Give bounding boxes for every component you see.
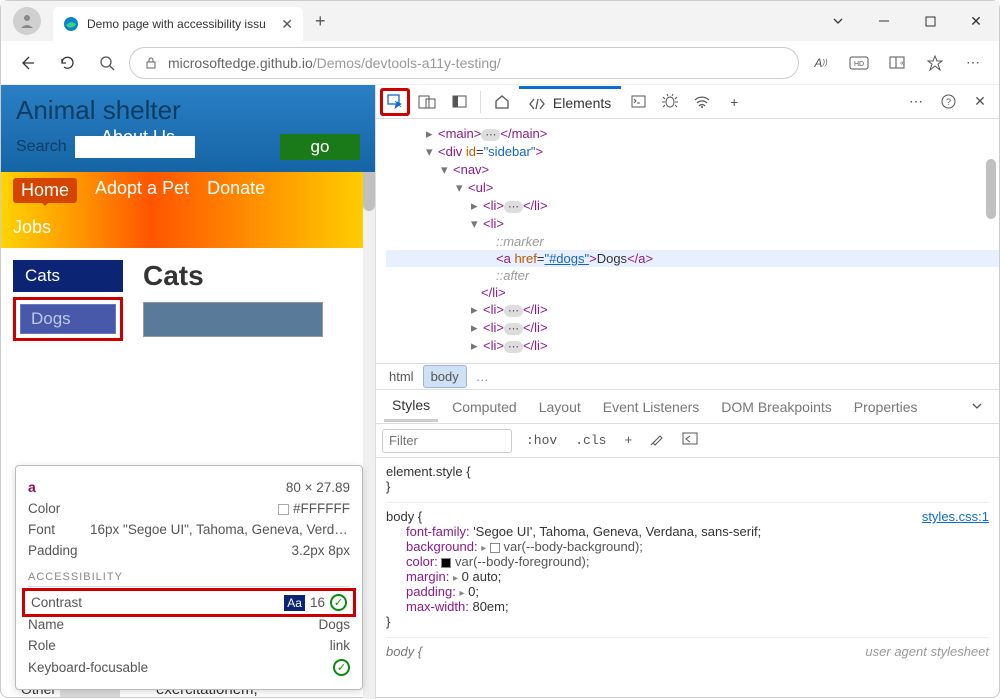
tooltip-color-label: Color [28,501,60,516]
dom-tree[interactable]: ▸<main>⋯</main> ▾<div id="sidebar"> ▾<na… [376,119,999,364]
breadcrumb-more[interactable]: … [469,366,496,387]
nav-jobs[interactable]: Jobs [13,217,363,238]
tooltip-role-label: Role [28,638,56,653]
sidebar-dogs[interactable]: Dogs [20,304,116,334]
tab-close-icon[interactable]: ✕ [281,16,293,33]
tooltip-name-label: Name [28,617,64,632]
styles-tabs: Styles Computed Layout Event Listeners D… [376,390,999,424]
css-source-link[interactable]: styles.css:1 [922,509,989,524]
more-icon[interactable]: ⋯ [955,45,991,81]
tooltip-color-value: #FFFFFF [278,501,350,516]
settings-more-icon[interactable]: ⋯ [901,88,931,116]
tab-events[interactable]: Event Listeners [595,393,708,421]
url-box[interactable]: microsoftedge.github.io/Demos/devtools-a… [129,47,799,79]
computed-panel-icon[interactable] [678,430,702,451]
hov-toggle[interactable]: :hov [522,431,561,450]
search-label: Search [16,138,67,156]
inspect-tooltip: a 80 × 27.89 Color #FFFFFF Font 16px "Se… [15,465,363,690]
dom-scrollbar[interactable] [986,159,996,219]
breadcrumb-html[interactable]: html [382,366,421,387]
tooltip-section: ACCESSIBILITY [28,565,350,587]
help-icon[interactable]: ? [933,88,963,116]
tooltip-contrast-label: Contrast [31,595,82,610]
tooltip-font-label: Font [28,522,55,537]
console-icon[interactable] [623,88,653,116]
image-placeholder [143,302,323,337]
lock-icon [144,56,158,70]
tooltip-keyboard-label: Keyboard-focusable [28,660,148,675]
minimize-button[interactable] [861,1,907,41]
bug-icon[interactable] [655,88,685,116]
read-aloud-icon[interactable]: A)) [803,45,839,81]
tab-dom-breakpoints[interactable]: DOM Breakpoints [713,393,839,421]
back-button[interactable] [9,45,45,81]
tab-title: Demo page with accessibility issu [87,17,273,31]
maximize-button[interactable] [907,1,953,41]
favorite-icon[interactable] [917,45,953,81]
page-scrollbar[interactable] [363,85,375,699]
tooltip-padding-value: 3.2px 8px [291,543,350,558]
svg-text:«: « [900,60,904,67]
tooltip-contrast-value: Aa 16 ✓ [284,594,347,611]
cls-toggle[interactable]: .cls [571,431,610,450]
inspect-tool-icon[interactable] [380,88,410,116]
page-viewport: Animal shelter Search go Home Adopt a Pe… [1,85,376,699]
chevron-down-icon[interactable] [963,393,991,421]
body-selector: body { [386,509,422,524]
dom-breadcrumb[interactable]: html body … [376,364,999,390]
tab-layout[interactable]: Layout [531,393,589,421]
devtools-panel: Elements + ⋯ ? ✕ ▸<main>⋯</main> ▾<div i… [376,85,999,699]
new-tab-button[interactable]: + [303,11,338,32]
nav-about[interactable]: About Us [101,127,175,148]
breadcrumb-body[interactable]: body [423,365,467,388]
devtools-close-icon[interactable]: ✕ [965,88,995,116]
cats-heading: Cats [143,260,323,292]
profile-icon[interactable] [13,7,41,35]
tooltip-element: a [28,479,36,495]
panel-icon[interactable] [444,88,474,116]
ua-stylesheet-label: user agent stylesheet [865,644,989,659]
page-title: Animal shelter [16,95,360,126]
close-button[interactable]: ✕ [953,1,999,41]
check-icon: ✓ [330,594,347,611]
nav-donate[interactable]: Donate [207,178,265,203]
css-panel[interactable]: element.style { } styles.css:1 body { fo… [376,458,999,699]
elements-tab[interactable]: Elements [519,86,621,117]
chevron-down-icon[interactable] [815,1,861,41]
tab-computed[interactable]: Computed [444,393,525,421]
nav-adopt[interactable]: Adopt a Pet [95,178,189,203]
svg-text:HD: HD [854,61,864,68]
refresh-button[interactable] [49,45,85,81]
tab-properties[interactable]: Properties [846,393,926,421]
filter-input[interactable] [382,429,512,453]
more-tabs-icon[interactable]: + [719,88,749,116]
hd-icon[interactable]: HD [841,45,877,81]
search-icon[interactable] [89,45,125,81]
svg-text:?: ? [945,97,950,107]
welcome-icon[interactable] [487,88,517,116]
reading-list-icon[interactable]: « [879,45,915,81]
tooltip-dimensions: 80 × 27.89 [286,480,350,495]
tooltip-role-value: link [330,638,350,653]
edge-favicon-icon [63,16,79,32]
tooltip-name-value: Dogs [318,617,350,632]
go-button[interactable]: go [280,134,360,160]
device-toggle-icon[interactable] [412,88,442,116]
browser-tab[interactable]: Demo page with accessibility issu ✕ [53,7,303,41]
tab-styles[interactable]: Styles [384,391,438,422]
nav-home[interactable]: Home [13,178,77,203]
tooltip-font-value: 16px "Segoe UI", Tahoma, Geneva, Verda… [90,522,350,537]
element-style-selector: element.style { [386,464,471,479]
check-icon: ✓ [333,659,350,676]
brush-icon[interactable] [646,430,668,452]
new-style-icon[interactable]: + [620,431,636,450]
sidebar-dogs-highlight: Dogs [13,297,123,341]
network-icon[interactable] [687,88,717,116]
tooltip-padding-label: Padding [28,543,78,558]
sidebar-cats[interactable]: Cats [13,260,123,292]
url-text: microsoftedge.github.io/Demos/devtools-a… [168,55,784,71]
